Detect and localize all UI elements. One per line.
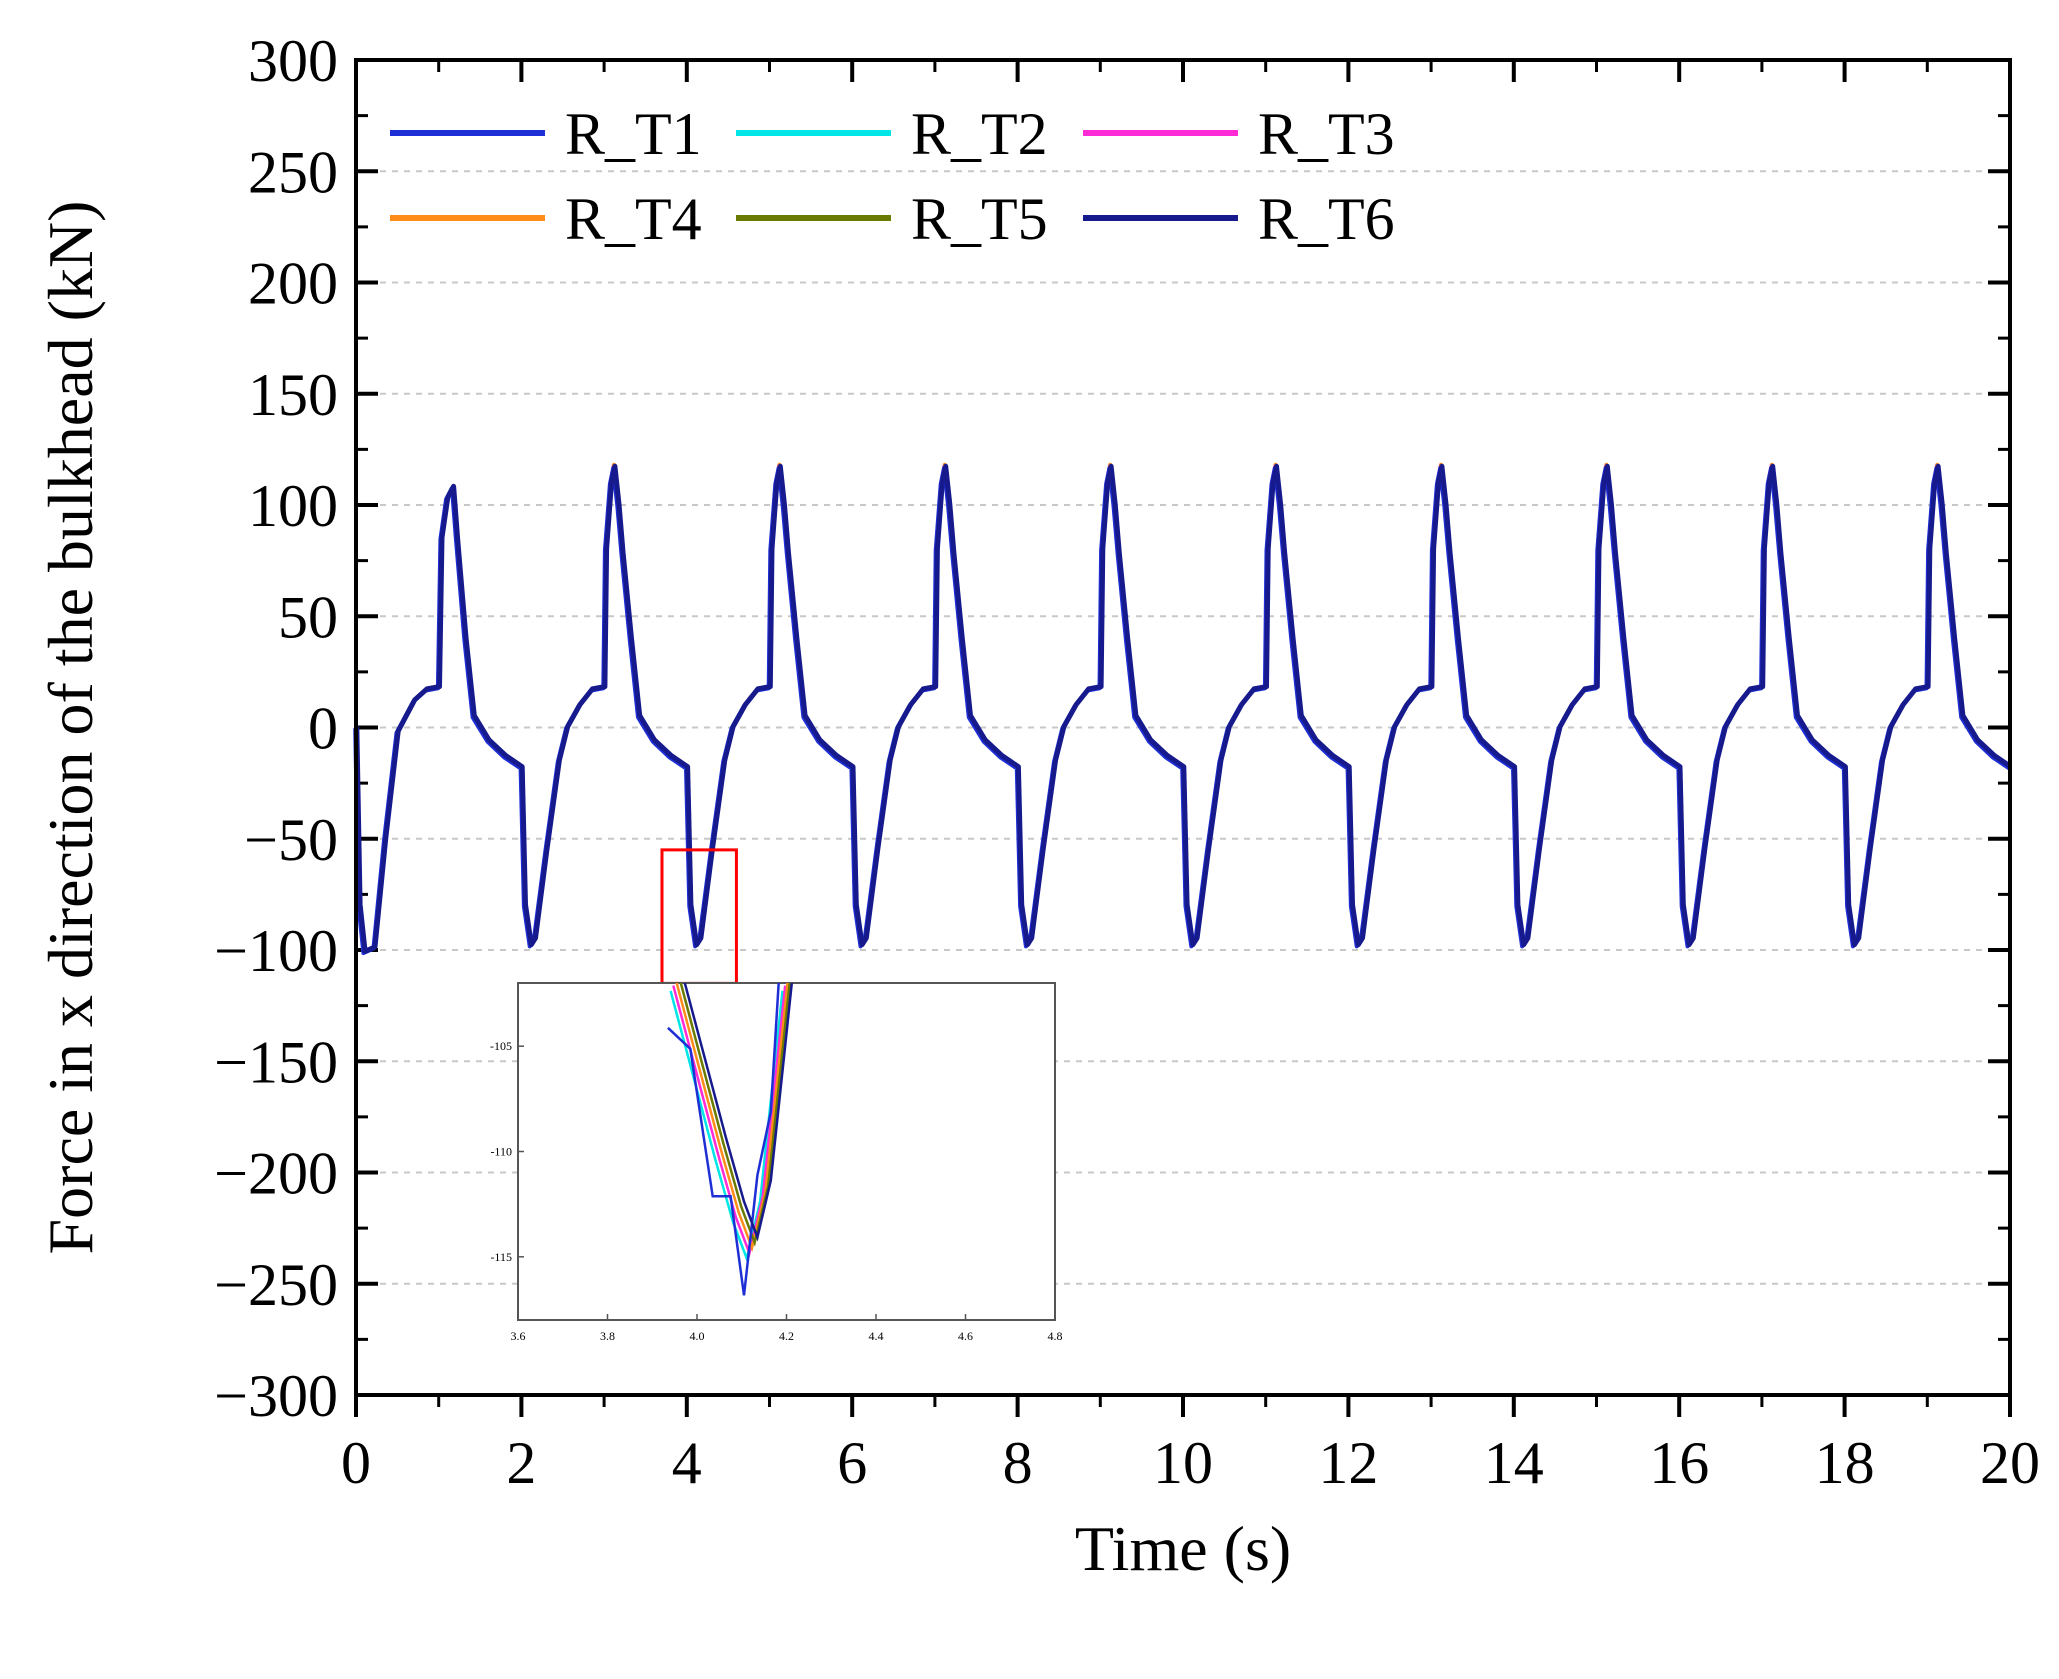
inset-x-tick-label: 3.6 — [511, 1329, 526, 1343]
inset-line-r-t6 — [683, 983, 794, 1242]
x-tick-label: 8 — [1003, 1430, 1033, 1496]
plot-frame — [354, 58, 2012, 1397]
y-tick-labels: 300 250 200 150 100 50 0 −50 −100 −150 −200 −250 −30… — [214, 28, 338, 1429]
legend-label-r-t3: R_T3 — [1258, 101, 1395, 167]
inset-line-r-t5 — [679, 983, 791, 1247]
y-tick-label: 150 — [248, 362, 338, 428]
series-lines — [353, 462, 2013, 956]
x-tick-labels: 0 2 4 6 8 10 12 14 16 18 20 — [341, 1430, 2040, 1496]
x-tick-label: 2 — [506, 1430, 536, 1496]
inset-zoom-plot: 3.6 3.8 4.0 4.2 4.4 4.6 4.8 -105 -110 -115 — [490, 982, 1063, 1343]
inset-series — [667, 983, 794, 1296]
inset-x-tick-label: 3.8 — [600, 1329, 615, 1343]
y-tick-label: −250 — [214, 1252, 338, 1318]
series-line-r-t2 — [353, 465, 2011, 955]
x-tick-label: 12 — [1318, 1430, 1378, 1496]
x-tick-label: 20 — [1980, 1430, 2040, 1496]
legend-label-r-t5: R_T5 — [911, 186, 1048, 252]
x-tick-label: 0 — [341, 1430, 371, 1496]
x-tick-label: 4 — [672, 1430, 702, 1496]
y-tick-label: −300 — [214, 1363, 338, 1429]
inset-y-tick-label: -105 — [490, 1039, 512, 1053]
y-tick-label: −200 — [214, 1141, 338, 1207]
inset-line-r-t1 — [667, 983, 780, 1296]
series-line-r-t1 — [353, 466, 2011, 956]
inset-x-tick-label: 4.4 — [869, 1329, 884, 1343]
y-tick-label: −50 — [244, 807, 338, 873]
y-tick-label: 0 — [308, 696, 338, 762]
inset-y-tick-label: -115 — [490, 1250, 512, 1264]
legend-label-r-t1: R_T1 — [565, 101, 702, 167]
y-tick-label: −100 — [214, 918, 338, 984]
legend: R_T1 R_T2 R_T3 R_T4 R_T5 R_T6 — [390, 101, 1395, 252]
inset-x-tick-label: 4.8 — [1048, 1329, 1063, 1343]
inset-x-tick-label: 4.6 — [958, 1329, 973, 1343]
zoom-box — [660, 848, 738, 985]
y-tick-label: 200 — [248, 251, 338, 317]
y-tick-label: 100 — [248, 473, 338, 539]
y-axis-label: Force in x direction of the bulkhead (kN… — [35, 201, 106, 1255]
y-tick-label: 250 — [248, 139, 338, 205]
inset-line-r-t3 — [672, 985, 787, 1258]
y-tick-label: 50 — [278, 584, 338, 650]
x-axis-label: Time (s) — [1075, 1513, 1291, 1584]
y-tick-label: −150 — [214, 1029, 338, 1095]
legend-label-r-t2: R_T2 — [911, 101, 1048, 167]
series-line-r-t6 — [354, 463, 2013, 954]
x-tick-label: 14 — [1484, 1430, 1544, 1496]
inset-x-tick-label: 4.2 — [779, 1329, 794, 1343]
x-tick-label: 18 — [1815, 1430, 1875, 1496]
legend-label-r-t4: R_T4 — [565, 186, 702, 252]
x-tick-label: 10 — [1153, 1430, 1213, 1496]
inset-y-tick-label: -110 — [490, 1145, 512, 1159]
inset-line-r-t4 — [675, 983, 789, 1253]
y-tick-label: 300 — [248, 28, 338, 94]
x-tick-label: 16 — [1649, 1430, 1709, 1496]
x-tick-label: 6 — [837, 1430, 867, 1496]
legend-label-r-t6: R_T6 — [1258, 186, 1395, 252]
inset-x-tick-label: 4.0 — [690, 1329, 705, 1343]
